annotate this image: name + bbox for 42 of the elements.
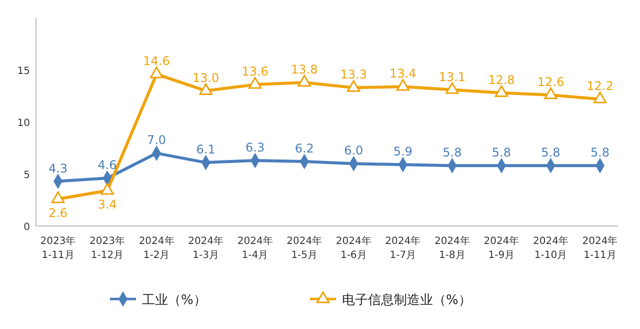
x-tick-label: 2024年 1-11月 — [582, 235, 618, 261]
y-tick-label: 10 — [17, 118, 30, 129]
x-tick-label: 2024年 1-10月 — [533, 235, 568, 261]
x-tick-label: 2024年 1-7月 — [385, 235, 421, 261]
data-label: 6.2 — [294, 142, 314, 156]
data-label: 4.3 — [48, 161, 68, 176]
data-label: 5.8 — [590, 146, 610, 160]
x-tick-label: 2024年 1-5月 — [286, 235, 322, 261]
data-label: 13.6 — [242, 64, 268, 79]
data-label: 4.6 — [98, 158, 117, 172]
x-tick-label: 2024年 1-6月 — [336, 235, 372, 261]
data-label: 12.2 — [586, 79, 614, 94]
data-label: 13.4 — [390, 66, 416, 81]
data-label: 13.8 — [291, 62, 318, 76]
data-label: 2.6 — [48, 206, 68, 220]
data-label: 7.0 — [147, 133, 166, 148]
x-tick-label: 2024年 1-4月 — [237, 235, 273, 261]
legend-label: 工业（%） — [142, 293, 206, 308]
data-label: 13.0 — [192, 70, 220, 85]
x-tick-label: 2024年 1-3月 — [188, 235, 224, 261]
data-label: 12.6 — [537, 74, 564, 89]
legend-label: 电子信息制造业（%） — [342, 293, 472, 308]
y-tick-label: 5 — [24, 170, 30, 181]
data-label: 12.8 — [488, 72, 515, 87]
data-label: 5.8 — [492, 146, 511, 160]
data-label: 6.3 — [246, 140, 265, 154]
data-label: 5.8 — [541, 146, 560, 160]
data-label: 5.8 — [442, 146, 462, 160]
data-label: 13.3 — [340, 68, 367, 82]
x-tick-label: 2024年 1-8月 — [434, 235, 470, 261]
data-label: 5.9 — [393, 144, 412, 159]
data-label: 14.6 — [143, 54, 170, 68]
data-label: 13.1 — [438, 70, 466, 84]
data-label: 6.0 — [344, 144, 364, 158]
data-label: 6.1 — [196, 142, 216, 157]
x-tick-label: 2024年 1-9月 — [484, 235, 520, 261]
y-tick-label: 0 — [24, 222, 30, 233]
x-tick-label: 2023年 1-11月 — [40, 235, 76, 261]
y-tick-label: 15 — [17, 66, 30, 77]
x-tick-label: 2023年 1-12月 — [90, 235, 125, 261]
data-label: 3.4 — [98, 198, 117, 212]
x-tick-label: 2024年 1-2月 — [138, 235, 174, 261]
